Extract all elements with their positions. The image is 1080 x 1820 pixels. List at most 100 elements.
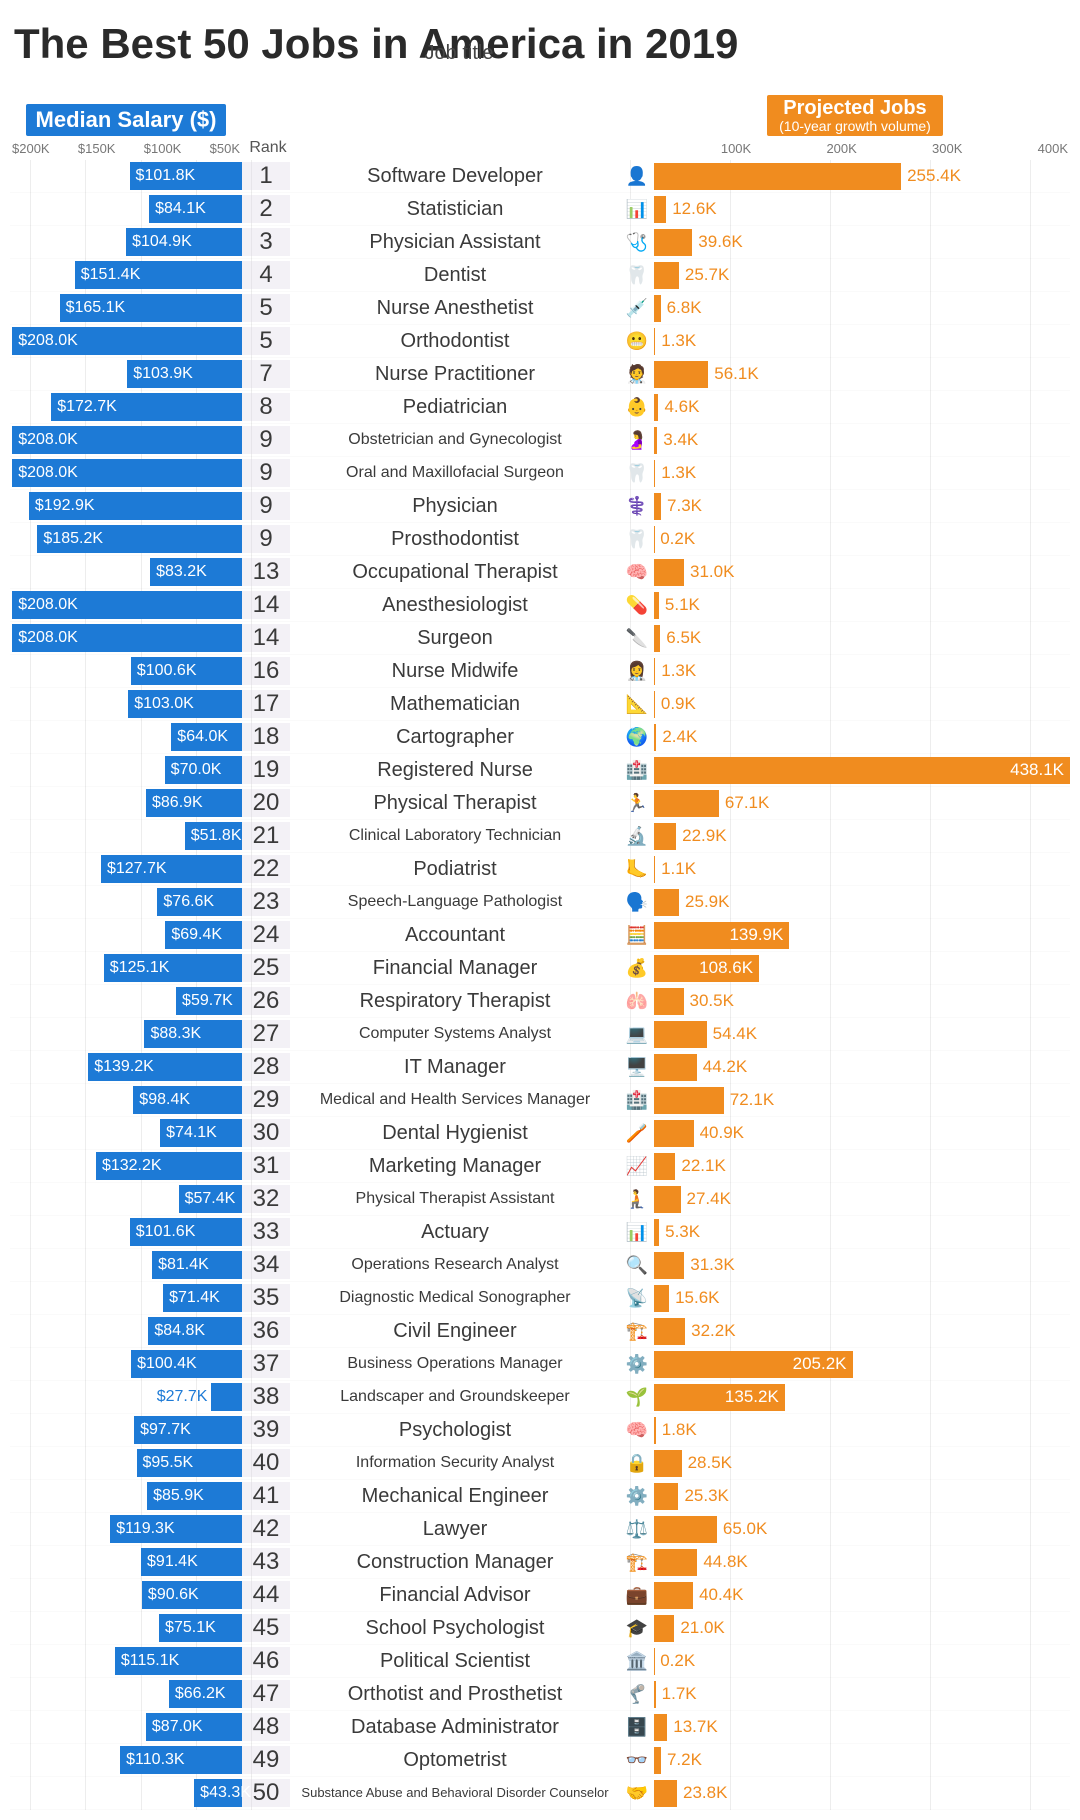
salary-bar: $151.4K bbox=[75, 261, 242, 289]
growth-cell: 44.8K bbox=[654, 1546, 1070, 1578]
rank-cell: 17 bbox=[242, 690, 290, 718]
rank-cell: 9 bbox=[242, 426, 290, 454]
salary-label: $91.4K bbox=[147, 1553, 198, 1571]
growth-header: Projected Jobs (10-year growth volume) bbox=[640, 95, 1070, 136]
growth-label: 5.3K bbox=[659, 1222, 700, 1242]
job-icon: 🏥 bbox=[620, 1090, 654, 1111]
salary-cell: $208.0K bbox=[10, 325, 242, 357]
salary-bar: $119.3K bbox=[110, 1515, 242, 1543]
salary-bar: $98.4K bbox=[133, 1086, 242, 1114]
job-icon: 🩺 bbox=[620, 232, 654, 253]
job-icon: 🤰 bbox=[620, 430, 654, 451]
salary-cell: $97.7K bbox=[10, 1414, 242, 1446]
job-icon: 🦷 bbox=[620, 463, 654, 484]
rank-cell: 3 bbox=[242, 228, 290, 256]
jobtitle-cell: Software Developer bbox=[290, 165, 620, 188]
growth-bar: 72.1K bbox=[654, 1087, 724, 1114]
data-row: $86.9K20Physical Therapist🏃67.1K bbox=[10, 787, 1070, 820]
growth-bar: 13.7K bbox=[654, 1714, 667, 1741]
data-row: $84.8K36Civil Engineer🏗️32.2K bbox=[10, 1315, 1070, 1348]
growth-label: 44.2K bbox=[697, 1057, 747, 1077]
growth-bar: 12.6K bbox=[654, 196, 666, 223]
growth-bar: 44.8K bbox=[654, 1549, 697, 1576]
salary-bar: $208.0K bbox=[12, 624, 242, 652]
growth-label: 1.1K bbox=[655, 859, 696, 879]
growth-cell: 13.7K bbox=[654, 1711, 1070, 1743]
data-row: $88.3K27Computer Systems Analyst💻54.4K bbox=[10, 1018, 1070, 1051]
job-icon: 👶 bbox=[620, 397, 654, 418]
job-icon: 🏗️ bbox=[620, 1321, 654, 1342]
growth-label: 7.3K bbox=[661, 496, 702, 516]
rank-cell: 9 bbox=[242, 459, 290, 487]
jobtitle-cell: Nurse Practitioner bbox=[290, 363, 620, 386]
job-icon: ⚙️ bbox=[620, 1354, 654, 1375]
growth-cell: 67.1K bbox=[654, 787, 1070, 819]
job-icon: 🦷 bbox=[620, 529, 654, 550]
salary-bar: $76.6K bbox=[157, 888, 242, 916]
salary-bar: $101.8K bbox=[130, 162, 242, 190]
growth-bar: 27.4K bbox=[654, 1186, 681, 1213]
growth-cell: 56.1K bbox=[654, 358, 1070, 390]
growth-cell: 4.6K bbox=[654, 391, 1070, 423]
rank-cell: 2 bbox=[242, 195, 290, 223]
growth-label: 72.1K bbox=[724, 1090, 774, 1110]
growth-bar: 15.6K bbox=[654, 1285, 669, 1312]
growth-bar: 7.2K bbox=[654, 1747, 661, 1774]
jobtitle-cell: Obstetrician and Gynecologist bbox=[290, 431, 620, 449]
rank-cell: 45 bbox=[242, 1614, 290, 1642]
salary-label: $95.5K bbox=[143, 1454, 194, 1472]
data-row: $81.4K34Operations Research Analyst🔍31.3… bbox=[10, 1249, 1070, 1282]
salary-bar: $88.3K bbox=[144, 1020, 242, 1048]
salary-label: $165.1K bbox=[66, 299, 126, 317]
data-row: $27.7K38Landscaper and Groundskeeper🌱135… bbox=[10, 1381, 1070, 1414]
data-row: $127.7K22Podiatrist🦶1.1K bbox=[10, 853, 1070, 886]
growth-cell: 5.1K bbox=[654, 589, 1070, 621]
growth-cell: 25.7K bbox=[654, 259, 1070, 291]
growth-cell: 25.9K bbox=[654, 886, 1070, 918]
growth-cell: 139.9K bbox=[654, 919, 1070, 951]
salary-label: $84.1K bbox=[155, 200, 206, 218]
salary-bar: $208.0K bbox=[12, 459, 242, 487]
growth-bar: 67.1K bbox=[654, 790, 719, 817]
jobtitle-cell: Construction Manager bbox=[290, 1551, 620, 1574]
data-row: $76.6K23Speech-Language Pathologist🗣️25.… bbox=[10, 886, 1070, 919]
rank-cell: 42 bbox=[242, 1515, 290, 1543]
salary-bar: $43.3K bbox=[194, 1779, 242, 1807]
data-row: $208.0K9Obstetrician and Gynecologist🤰3.… bbox=[10, 424, 1070, 457]
data-row: $70.0K19Registered Nurse🏥438.1K bbox=[10, 754, 1070, 787]
rank-cell: 37 bbox=[242, 1350, 290, 1378]
salary-label: $59.7K bbox=[182, 992, 233, 1010]
growth-bar: 6.8K bbox=[654, 295, 661, 322]
salary-bar: $66.2K bbox=[169, 1680, 242, 1708]
jobtitle-cell: Lawyer bbox=[290, 1518, 620, 1541]
salary-label: $86.9K bbox=[152, 794, 203, 812]
salary-label: $139.2K bbox=[94, 1058, 154, 1076]
job-icon: 🎓 bbox=[620, 1618, 654, 1639]
growth-bar: 25.7K bbox=[654, 262, 679, 289]
jobtitle-cell: Statistician bbox=[290, 198, 620, 221]
salary-bar: $172.7K bbox=[51, 393, 242, 421]
growth-cell: 1.1K bbox=[654, 853, 1070, 885]
salary-bar: $85.9K bbox=[147, 1482, 242, 1510]
rank-cell: 14 bbox=[242, 624, 290, 652]
salary-label: $97.7K bbox=[140, 1421, 191, 1439]
salary-cell: $66.2K bbox=[10, 1678, 242, 1710]
growth-cell: 3.4K bbox=[654, 424, 1070, 456]
rank-cell: 9 bbox=[242, 492, 290, 520]
data-row: $83.2K13Occupational Therapist🧠31.0K bbox=[10, 556, 1070, 589]
job-icon: 🪥 bbox=[620, 1123, 654, 1144]
job-icon: ⚙️ bbox=[620, 1486, 654, 1507]
salary-cell: $119.3K bbox=[10, 1513, 242, 1545]
growth-label: 1.8K bbox=[656, 1420, 697, 1440]
growth-cell: 44.2K bbox=[654, 1051, 1070, 1083]
rank-cell: 8 bbox=[242, 393, 290, 421]
salary-bar: $104.9K bbox=[126, 228, 242, 256]
salary-cell: $101.6K bbox=[10, 1216, 242, 1248]
rank-cell: 28 bbox=[242, 1053, 290, 1081]
salary-bar: $69.4K bbox=[165, 921, 242, 949]
jobtitle-cell: Operations Research Analyst bbox=[290, 1256, 620, 1274]
job-icon: 👓 bbox=[620, 1750, 654, 1771]
rank-cell: 13 bbox=[242, 558, 290, 586]
job-icon: 🏥 bbox=[620, 760, 654, 781]
salary-label: $103.9K bbox=[133, 365, 193, 383]
